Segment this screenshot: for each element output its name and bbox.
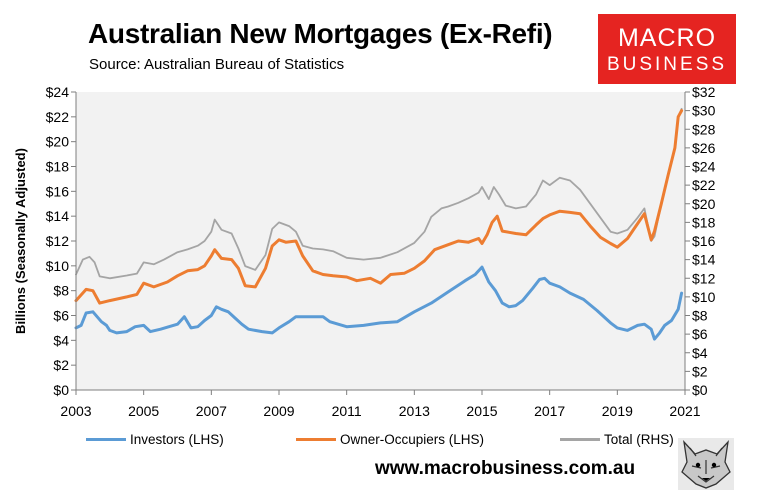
- website-link[interactable]: www.macrobusiness.com.au: [375, 458, 636, 479]
- legend-swatch-owner-occupiers: [296, 437, 336, 441]
- y2-tick-label: $10: [692, 289, 716, 305]
- series-line-owner-occupiers-lhs: [74, 109, 684, 305]
- line-chart: $0 $2 $4 $6 $8 $10 $12 $14 $16 $18 $20 $22 $24 $0 $2 $4…: [13, 84, 716, 419]
- legend-swatch-total: [560, 437, 600, 441]
- legend-item-owner-occupiers: Owner-Occupiers (LHS): [296, 430, 484, 448]
- y2-tick-label: $20: [692, 196, 716, 212]
- y-tick-label: $12: [46, 233, 70, 249]
- y-tick-label: $14: [46, 208, 70, 224]
- legend-label-total: Total (RHS): [604, 431, 674, 447]
- y2-tick-label: $30: [692, 103, 716, 119]
- chart-subtitle: Source: Australian Bureau of Statistics: [89, 56, 345, 73]
- x-tick-label: 2007: [196, 403, 227, 419]
- macrobusiness-logo: MACRO BUSINESS: [598, 14, 736, 84]
- y-tick-label: $24: [46, 84, 70, 100]
- y2-tick-label: $16: [692, 233, 716, 249]
- x-tick-label: 2011: [332, 403, 362, 419]
- wolf-icon: [678, 438, 734, 490]
- y-tick-label: $18: [46, 159, 70, 175]
- y-tick-label: $8: [53, 283, 69, 299]
- y-axis-label: Billions (Seasonally Adjusted): [13, 148, 28, 334]
- x-tick-label: 2003: [60, 403, 91, 419]
- y2-tick-label: $2: [692, 363, 708, 379]
- y-tick-label: $2: [53, 357, 69, 373]
- y2-tick-label: $26: [692, 140, 716, 156]
- y-tick-label: $20: [46, 134, 70, 150]
- legend-item-total: Total (RHS): [560, 430, 674, 448]
- series-line-investors-lhs: [74, 265, 684, 341]
- legend-label-investors: Investors (LHS): [130, 431, 224, 447]
- y-tick-label: $0: [53, 382, 69, 398]
- y2-tick-label: $0: [692, 382, 708, 398]
- x-tick-label: 2005: [128, 403, 159, 419]
- logo-line-2: BUSINESS: [606, 54, 728, 75]
- series-layer: [74, 107, 684, 341]
- y-tick-label: $16: [46, 183, 70, 199]
- x-tick-label: 2015: [466, 403, 497, 419]
- logo-line-1: MACRO: [617, 24, 717, 52]
- plot-area: [76, 92, 685, 390]
- x-tick-label: 2019: [602, 403, 633, 419]
- y2-tick-label: $18: [692, 214, 716, 230]
- x-tick-label: 2013: [399, 403, 430, 419]
- series-line-total-rhs: [75, 107, 683, 280]
- axis-layer: $0 $2 $4 $6 $8 $10 $12 $14 $16 $18 $20 $22 $24 $0 $2 $4…: [46, 84, 716, 419]
- y-tick-label: $10: [46, 258, 70, 274]
- chart-title: Australian New Mortgages (Ex-Refi): [88, 18, 553, 49]
- y-tick-label: $4: [53, 332, 69, 348]
- x-tick-label: 2021: [669, 403, 700, 419]
- y2-tick-label: $22: [692, 177, 716, 193]
- y2-tick-label: $24: [692, 159, 716, 175]
- x-tick-label: 2017: [534, 403, 565, 419]
- x-tick-label: 2009: [263, 403, 294, 419]
- y2-tick-label: $8: [692, 308, 708, 324]
- y2-tick-label: $28: [692, 121, 716, 137]
- y2-tick-label: $12: [692, 270, 716, 286]
- y2-tick-label: $14: [692, 252, 716, 268]
- y2-tick-label: $32: [692, 84, 716, 100]
- legend-label-owner-occupiers: Owner-Occupiers (LHS): [340, 431, 485, 447]
- y2-tick-label: $6: [692, 326, 708, 342]
- y2-tick-label: $4: [692, 345, 708, 361]
- y-tick-label: $6: [53, 308, 69, 324]
- legend-swatch-investors: [86, 437, 126, 441]
- legend-item-investors: Investors (LHS): [86, 430, 224, 448]
- y-tick-label: $22: [46, 109, 70, 125]
